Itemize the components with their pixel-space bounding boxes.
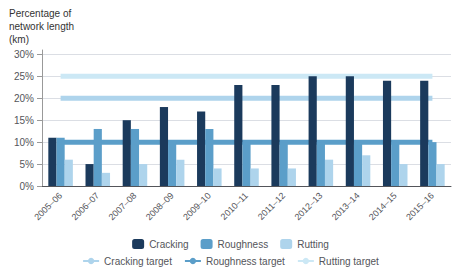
svg-text:Cracking: Cracking bbox=[149, 239, 188, 250]
svg-text:2009–10: 2009–10 bbox=[181, 190, 213, 222]
svg-text:Percentage of: Percentage of bbox=[9, 8, 71, 19]
svg-text:2006–07: 2006–07 bbox=[69, 190, 101, 222]
svg-text:network length: network length bbox=[9, 21, 74, 32]
svg-text:25%: 25% bbox=[14, 71, 34, 82]
svg-text:30%: 30% bbox=[14, 49, 34, 60]
svg-text:2008–09: 2008–09 bbox=[144, 190, 176, 222]
svg-text:2015–16: 2015–16 bbox=[404, 190, 436, 222]
svg-text:Cracking target: Cracking target bbox=[104, 256, 172, 267]
svg-text:Roughness target: Roughness target bbox=[206, 256, 285, 267]
svg-text:2005–06: 2005–06 bbox=[32, 190, 64, 222]
svg-text:10%: 10% bbox=[14, 137, 34, 148]
svg-text:Rutting: Rutting bbox=[297, 239, 329, 250]
svg-text:Rutting target: Rutting target bbox=[319, 256, 379, 267]
svg-text:15%: 15% bbox=[14, 115, 34, 126]
svg-text:2012–13: 2012–13 bbox=[293, 190, 325, 222]
svg-text:Roughness: Roughness bbox=[218, 239, 269, 250]
svg-text:5%: 5% bbox=[20, 159, 35, 170]
svg-text:2011–12: 2011–12 bbox=[256, 190, 287, 221]
svg-text:0%: 0% bbox=[20, 181, 35, 192]
svg-text:2010–11: 2010–11 bbox=[219, 190, 250, 221]
svg-text:2007–08: 2007–08 bbox=[107, 190, 139, 222]
svg-text:2014–15: 2014–15 bbox=[367, 190, 399, 222]
svg-text:(km): (km) bbox=[9, 34, 29, 45]
svg-text:2013–14: 2013–14 bbox=[330, 190, 362, 222]
svg-text:20%: 20% bbox=[14, 93, 34, 104]
